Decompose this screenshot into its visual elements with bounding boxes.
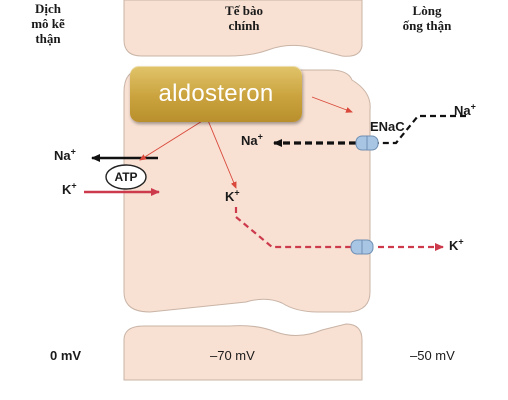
aldosterone-to-pump-arrow — [139, 117, 208, 161]
potassium-interstitium-label: K+ — [62, 180, 77, 197]
cell-header: Tế bào chính — [225, 3, 263, 33]
interstitium-header: Dịch mô kẽ thận — [31, 1, 65, 46]
sodium-lumen-label: Na+ — [454, 101, 476, 118]
potassium-efflux-path — [234, 207, 356, 249]
atp-pump — [105, 164, 147, 190]
lumen-potential: –50 mV — [410, 348, 455, 363]
aldosterone-to-enac-arrow — [311, 96, 353, 113]
sodium-influx-path — [368, 114, 466, 145]
principal-cell — [123, 69, 371, 313]
potassium-cell-label: K+ — [225, 187, 240, 204]
potassium-lumen-label: K+ — [449, 236, 464, 253]
enac-label: ENaC — [370, 119, 405, 134]
lower-cell-fragment — [123, 323, 363, 381]
atp-label: ATP — [114, 170, 138, 184]
lumen-header: Lòng ống thận — [402, 3, 452, 33]
sodium-cell-label: Na+ — [241, 131, 263, 148]
sodium-interstitium-label: Na+ — [54, 146, 76, 163]
aldosterone-to-potassium-arrow — [206, 117, 237, 189]
upper-cell-fragment — [123, 0, 363, 57]
aldosterone-badge: aldosteron — [130, 66, 302, 122]
cell-potential: –70 mV — [210, 348, 255, 363]
interstitium-potential: 0 mV — [50, 348, 82, 363]
